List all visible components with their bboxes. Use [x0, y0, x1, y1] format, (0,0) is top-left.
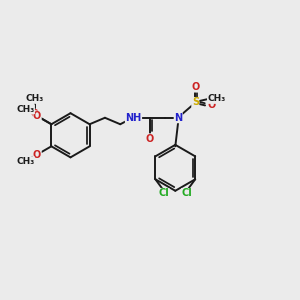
Text: Cl: Cl — [182, 188, 192, 198]
Text: CH₃: CH₃ — [207, 94, 226, 103]
Text: O: O — [146, 134, 154, 144]
Text: O: O — [33, 111, 41, 121]
Text: O: O — [191, 82, 200, 92]
Text: CH₃: CH₃ — [16, 105, 34, 114]
Text: NH: NH — [125, 113, 142, 123]
Text: O: O — [33, 150, 41, 160]
Text: S: S — [192, 98, 199, 107]
Text: N: N — [174, 113, 182, 123]
Text: O: O — [31, 109, 39, 119]
Text: O: O — [208, 100, 216, 110]
Text: CH₃: CH₃ — [26, 94, 44, 103]
Text: CH₃: CH₃ — [16, 157, 34, 166]
Text: Cl: Cl — [158, 188, 169, 198]
